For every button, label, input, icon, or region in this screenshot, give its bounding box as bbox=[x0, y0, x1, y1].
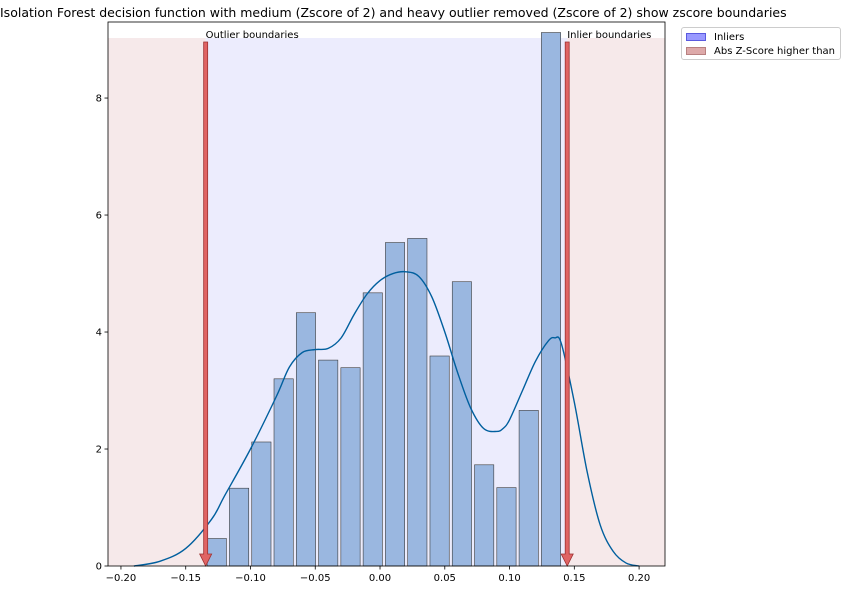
histogram-bar bbox=[474, 464, 495, 567]
x-tick-label: 0.15 bbox=[563, 573, 585, 584]
x-tick-label: −0.15 bbox=[170, 573, 201, 584]
histogram-bar bbox=[340, 367, 361, 567]
histogram-bar bbox=[229, 487, 250, 567]
kde-curve-group bbox=[133, 270, 640, 567]
legend-swatch-inliers bbox=[686, 33, 706, 41]
legend-label-inliers: Inliers bbox=[714, 31, 745, 43]
histogram-bar bbox=[362, 292, 383, 567]
x-tick-label: 0.20 bbox=[628, 573, 650, 584]
x-tick-label: −0.10 bbox=[235, 573, 266, 584]
annotations: Outlier boundaries Inlier boundaries bbox=[206, 30, 652, 41]
legend-label-zscore: Abs Z-Score higher than bbox=[714, 45, 836, 57]
histogram-bar bbox=[407, 238, 428, 567]
histogram-bar bbox=[206, 538, 227, 567]
y-tick-label: 4 bbox=[96, 328, 102, 339]
chart-legend: Inliers Abs Z-Score higher than bbox=[681, 27, 841, 60]
x-tick-label: −0.20 bbox=[106, 573, 137, 584]
x-tick-label: −0.05 bbox=[300, 573, 331, 584]
histogram-bar bbox=[251, 441, 272, 567]
x-tick-label: 0.10 bbox=[498, 573, 520, 584]
inlier-boundaries-annotation: Inlier boundaries bbox=[567, 30, 651, 41]
histogram-bar bbox=[518, 410, 539, 567]
y-tick-label: 0 bbox=[96, 562, 102, 573]
y-tick-label: 6 bbox=[96, 211, 102, 222]
chart-title: Isolation Forest decision function with … bbox=[0, 5, 787, 20]
outlier-region-left bbox=[108, 38, 206, 566]
outlier-boundary-arrow bbox=[199, 41, 213, 567]
histogram-bar bbox=[451, 281, 472, 567]
x-tick-label: 0.00 bbox=[369, 573, 391, 584]
inlier-boundary-arrow bbox=[560, 41, 574, 567]
histogram-bar bbox=[541, 32, 561, 567]
kde-curve bbox=[133, 270, 640, 567]
histogram-bar bbox=[318, 359, 339, 567]
y-tick-label: 2 bbox=[96, 445, 102, 456]
axes: −0.20 −0.15 −0.10 −0.05 0.00 0.05 0.10 0.15 0.20… bbox=[96, 21, 666, 584]
y-tick-label: 8 bbox=[96, 94, 102, 105]
legend-entry-zscore: Abs Z-Score higher than bbox=[686, 45, 835, 57]
histogram-bar bbox=[496, 487, 517, 567]
plot-frame bbox=[107, 21, 666, 567]
histogram-bar bbox=[273, 378, 294, 567]
x-tick-label: 0.05 bbox=[434, 573, 456, 584]
outlier-boundaries-annotation: Outlier boundaries bbox=[206, 30, 299, 41]
histogram-bar bbox=[429, 355, 450, 567]
boundary-arrows bbox=[199, 41, 574, 567]
histogram-bar bbox=[385, 242, 405, 567]
legend-entry-inliers: Inliers bbox=[686, 31, 744, 43]
histogram-bars bbox=[206, 32, 561, 567]
outlier-region-right bbox=[567, 38, 665, 566]
legend-swatch-zscore bbox=[686, 47, 706, 55]
